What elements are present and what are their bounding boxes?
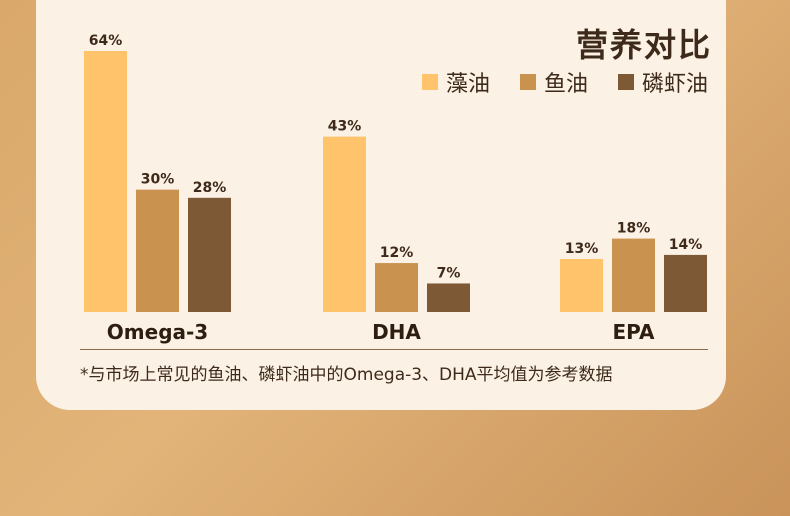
legend-swatch-krill-oil xyxy=(617,74,634,90)
bar-omega-3-fish-oil xyxy=(136,189,179,312)
data-label-omega-3-fish-oil: 30% xyxy=(141,172,175,188)
data-label-epa-fish-oil: 18% xyxy=(617,221,651,237)
data-label-omega-3-algae-oil: 64% xyxy=(89,33,123,49)
legend-item-algae-oil: 藻油 xyxy=(421,66,490,98)
bar-epa-algae-oil xyxy=(560,258,603,312)
bar-omega-3-krill-oil xyxy=(188,197,231,312)
data-label-dha-krill-oil: 7% xyxy=(437,265,461,281)
category-label-dha: DHA xyxy=(372,320,421,344)
bar-dha-algae-oil xyxy=(323,136,366,312)
bar-dha-krill-oil xyxy=(427,283,470,312)
bar-omega-3-algae-oil xyxy=(84,51,127,312)
chart-card: 营养对比 藻油 鱼油 磷虾油 64% 30% 28% Omega-3 43% 12% 7% D… xyxy=(36,0,726,410)
legend-label-algae-oil: 藻油 xyxy=(445,72,490,97)
bar-dha-fish-oil xyxy=(375,263,418,312)
legend-item-krill-oil: 磷虾油 xyxy=(617,66,708,98)
data-label-omega-3-krill-oil: 28% xyxy=(193,180,227,196)
bar-chart: 64% 30% 28% Omega-3 43% 12% 7% DHA 13% 18% 14% EPA xyxy=(84,33,707,344)
legend-item-fish-oil: 鱼油 xyxy=(519,66,588,98)
category-label-epa: EPA xyxy=(613,320,655,344)
legend-label-krill-oil: 磷虾油 xyxy=(641,72,708,97)
chart-title: 营养对比 xyxy=(575,26,712,64)
legend-swatch-algae-oil xyxy=(421,74,438,90)
bar-epa-fish-oil xyxy=(612,238,655,312)
category-label-omega-3: Omega-3 xyxy=(107,320,208,344)
data-label-dha-algae-oil: 43% xyxy=(328,119,362,135)
legend-swatch-fish-oil xyxy=(519,74,536,90)
legend: 藻油 鱼油 磷虾油 xyxy=(421,66,708,98)
legend-label-fish-oil: 鱼油 xyxy=(543,72,588,97)
data-label-epa-krill-oil: 14% xyxy=(669,237,703,253)
bar-epa-krill-oil xyxy=(664,254,707,312)
data-label-epa-algae-oil: 13% xyxy=(565,241,599,257)
footnote: *与市场上常见的鱼油、磷虾油中的Omega-3、DHA平均值为参考数据 xyxy=(80,365,613,385)
footnote-divider xyxy=(80,349,708,350)
data-label-dha-fish-oil: 12% xyxy=(380,245,414,261)
